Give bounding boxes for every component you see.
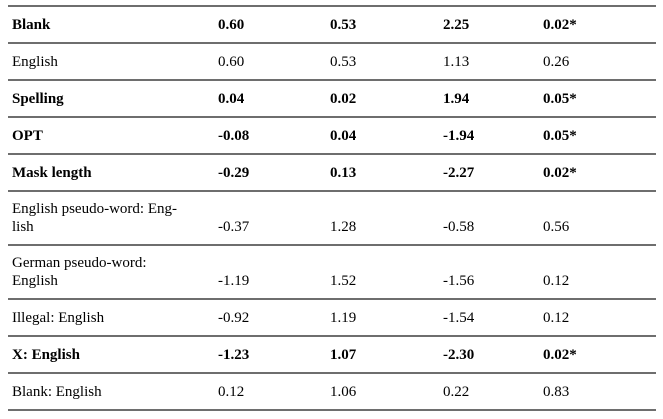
value-cell: 1.28 — [330, 191, 443, 246]
value-cell: 0.60 — [218, 6, 330, 44]
value-cell: -1.56 — [443, 245, 543, 300]
value-cell: -0.58 — [443, 191, 543, 246]
value-cell: 1.07 — [330, 336, 443, 374]
value-cell: 0.02* — [543, 154, 656, 192]
value-cell: 0.12 — [218, 373, 330, 411]
row-label: Blank: English — [8, 373, 218, 411]
row-label: English — [8, 43, 218, 81]
results-table: Blank 0.60 0.53 2.25 0.02* English 0.60 … — [8, 5, 656, 411]
value-cell: 0.83 — [543, 373, 656, 411]
value-cell: 0.60 — [218, 43, 330, 81]
table-row: Blank 0.60 0.53 2.25 0.02* — [8, 6, 656, 44]
row-label: German pseudo-word: English — [8, 245, 218, 300]
table-row: OPT -0.08 0.04 -1.94 0.05* — [8, 117, 656, 155]
table-row: Blank: English 0.12 1.06 0.22 0.83 — [8, 373, 656, 411]
row-label: Illegal: English — [8, 299, 218, 337]
value-cell: -0.29 — [218, 154, 330, 192]
value-cell: -2.27 — [443, 154, 543, 192]
table-row: Mask length -0.29 0.13 -2.27 0.02* — [8, 154, 656, 192]
value-cell: 0.26 — [543, 43, 656, 81]
table-row: Illegal: English -0.92 1.19 -1.54 0.12 — [8, 299, 656, 337]
value-cell: -0.37 — [218, 191, 330, 246]
value-cell: -1.19 — [218, 245, 330, 300]
value-cell: -1.23 — [218, 336, 330, 374]
value-cell: 0.12 — [543, 245, 656, 300]
value-cell: 0.53 — [330, 43, 443, 81]
table-row: German pseudo-word: English -1.19 1.52 -… — [8, 245, 656, 300]
value-cell: 0.02 — [330, 80, 443, 118]
row-label: OPT — [8, 117, 218, 155]
table-row: X: English -1.23 1.07 -2.30 0.02* — [8, 336, 656, 374]
table-row: English 0.60 0.53 1.13 0.26 — [8, 43, 656, 81]
value-cell: 1.06 — [330, 373, 443, 411]
value-cell: -1.54 — [443, 299, 543, 337]
value-cell: 0.05* — [543, 80, 656, 118]
row-label: English pseudo-word: Eng- lish — [8, 191, 218, 246]
value-cell: 0.53 — [330, 6, 443, 44]
value-cell: -2.30 — [443, 336, 543, 374]
value-cell: 0.12 — [543, 299, 656, 337]
value-cell: -1.94 — [443, 117, 543, 155]
value-cell: 0.02* — [543, 6, 656, 44]
row-label: Blank — [8, 6, 218, 44]
value-cell: 1.13 — [443, 43, 543, 81]
value-cell: 0.05* — [543, 117, 656, 155]
value-cell: 0.04 — [330, 117, 443, 155]
value-cell: -0.92 — [218, 299, 330, 337]
table-row: Spelling 0.04 0.02 1.94 0.05* — [8, 80, 656, 118]
row-label: X: English — [8, 336, 218, 374]
row-label: Spelling — [8, 80, 218, 118]
value-cell: 1.94 — [443, 80, 543, 118]
value-cell: 0.22 — [443, 373, 543, 411]
table-row: English pseudo-word: Eng- lish -0.37 1.2… — [8, 191, 656, 246]
value-cell: 0.13 — [330, 154, 443, 192]
row-label: Mask length — [8, 154, 218, 192]
value-cell: 0.56 — [543, 191, 656, 246]
value-cell: -0.08 — [218, 117, 330, 155]
value-cell: 1.19 — [330, 299, 443, 337]
value-cell: 1.52 — [330, 245, 443, 300]
value-cell: 0.04 — [218, 80, 330, 118]
value-cell: 0.02* — [543, 336, 656, 374]
value-cell: 2.25 — [443, 6, 543, 44]
